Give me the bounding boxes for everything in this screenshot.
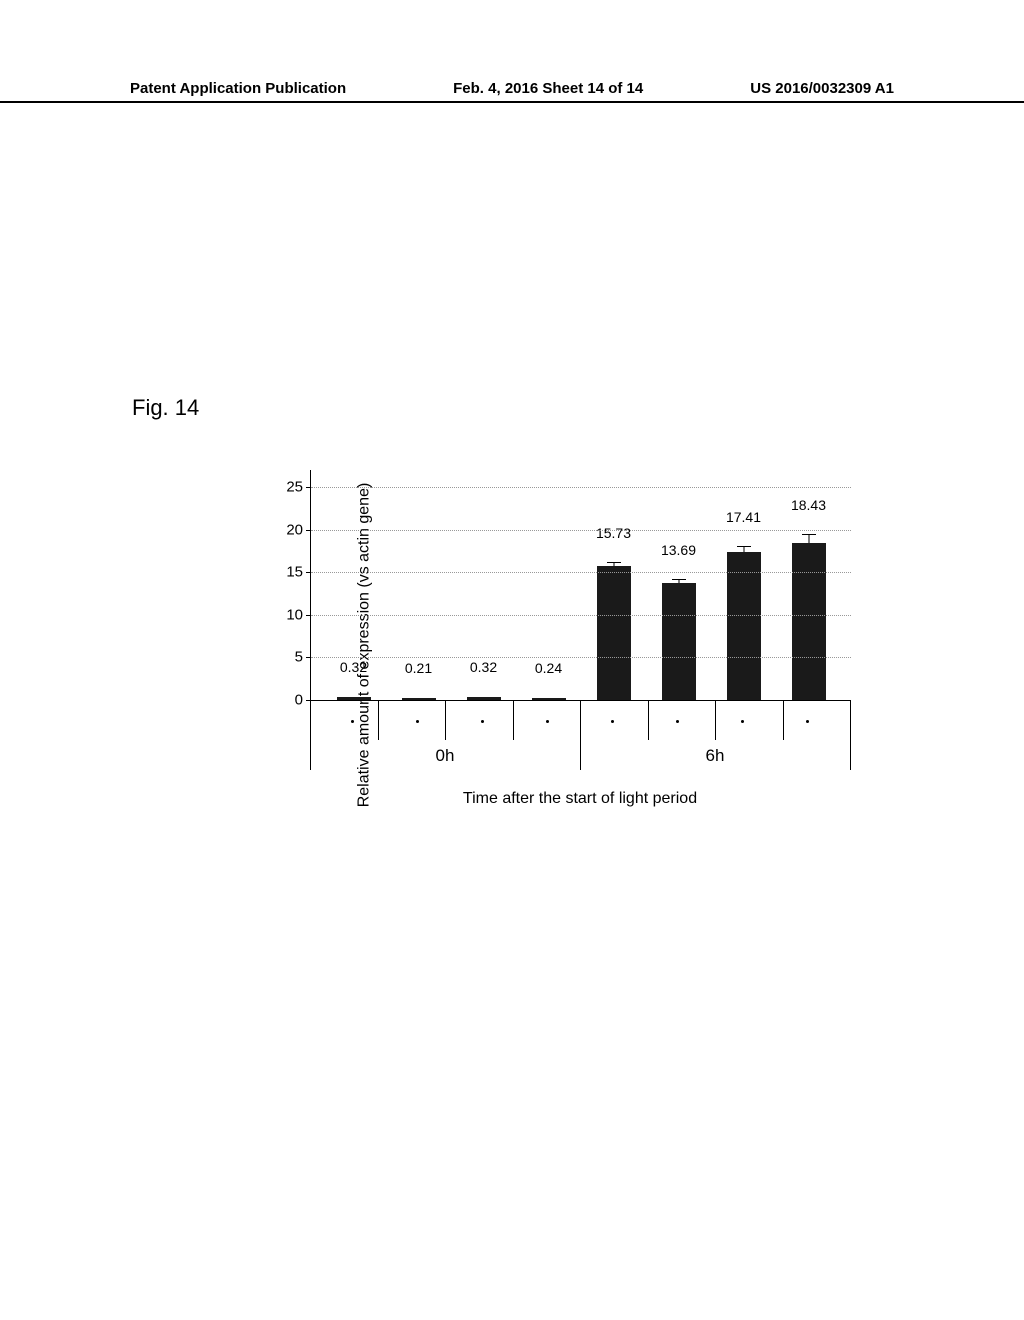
xtick-separator	[850, 700, 851, 740]
bar-slot: 17.41	[711, 470, 776, 700]
error-bar-stem	[678, 580, 679, 583]
bar-slot: 0.32	[451, 470, 516, 700]
gridline	[311, 615, 851, 616]
group-label: 6h	[580, 746, 850, 766]
bar-slot: 0.21	[386, 470, 451, 700]
header-middle: Feb. 4, 2016 Sheet 14 of 14	[453, 80, 643, 97]
error-bar-cap	[802, 534, 816, 535]
plot-area: 0.320.210.320.2415.7313.6917.4118.43 051…	[310, 470, 851, 701]
xtick-marker	[546, 720, 549, 723]
xtick-marker	[741, 720, 744, 723]
xtick-separator	[715, 700, 716, 740]
group-separator	[850, 740, 851, 770]
ytick-label: 25	[286, 479, 311, 496]
ytick-label: 5	[295, 649, 311, 666]
xtick-separator	[580, 700, 581, 740]
bar-value-label: 0.32	[470, 659, 497, 677]
error-bar-cap	[672, 579, 686, 580]
header-right: US 2016/0032309 A1	[750, 80, 894, 97]
error-bar-stem	[613, 563, 614, 566]
x-axis-label: Time after the start of light period	[310, 790, 850, 808]
gridline	[311, 572, 851, 573]
bar-value-label: 0.21	[405, 660, 432, 678]
gridline	[311, 530, 851, 531]
bar-slot: 0.32	[321, 470, 386, 700]
xtick-separator	[310, 700, 311, 740]
xtick-separator	[445, 700, 446, 740]
xtick-marker	[611, 720, 614, 723]
ytick-label: 20	[286, 521, 311, 538]
xtick-marker	[351, 720, 354, 723]
ytick-label: 15	[286, 564, 311, 581]
xtick-separator	[513, 700, 514, 740]
xtick-separator	[783, 700, 784, 740]
group-separator	[310, 740, 311, 770]
bar-value-label: 15.73	[596, 525, 631, 543]
x-axis-area: 0h6h	[310, 700, 850, 790]
bar-value-label: 17.41	[726, 509, 761, 527]
gridline	[311, 487, 851, 488]
bar	[662, 583, 696, 700]
xtick-marker	[676, 720, 679, 723]
bar	[727, 552, 761, 700]
figure-number-label: Fig. 14	[132, 395, 199, 421]
bar-chart: Relative amount of expression (vs actin …	[230, 460, 870, 830]
error-bar-cap	[607, 562, 621, 563]
xtick-separator	[648, 700, 649, 740]
ytick-label: 0	[295, 692, 311, 709]
bar	[597, 566, 631, 700]
xtick-marker	[806, 720, 809, 723]
error-bar-stem	[743, 547, 744, 551]
ytick-label: 10	[286, 606, 311, 623]
bars-row: 0.32 0.21 0.32 0.24 15.73 13.69 17.41 18.43	[311, 470, 851, 700]
error-bar-cap	[737, 546, 751, 547]
header-left: Patent Application Publication	[130, 80, 346, 97]
xtick-marker	[416, 720, 419, 723]
gridline	[311, 657, 851, 658]
bar	[792, 543, 826, 700]
bar-slot: 13.69	[646, 470, 711, 700]
bar-value-label: 0.24	[535, 660, 562, 678]
bar-value-label: 0.32	[340, 659, 367, 677]
group-label: 0h	[310, 746, 580, 766]
patent-header: Patent Application Publication Feb. 4, 2…	[0, 80, 1024, 103]
bar-value-label: 13.69	[661, 542, 696, 560]
error-bar-stem	[808, 535, 809, 544]
bar-slot: 0.24	[516, 470, 581, 700]
group-separator	[580, 740, 581, 770]
bar-value-label: 18.43	[791, 497, 826, 515]
xtick-separator	[378, 700, 379, 740]
xtick-marker	[481, 720, 484, 723]
bar-slot: 15.73	[581, 470, 646, 700]
bar-slot: 18.43	[776, 470, 841, 700]
